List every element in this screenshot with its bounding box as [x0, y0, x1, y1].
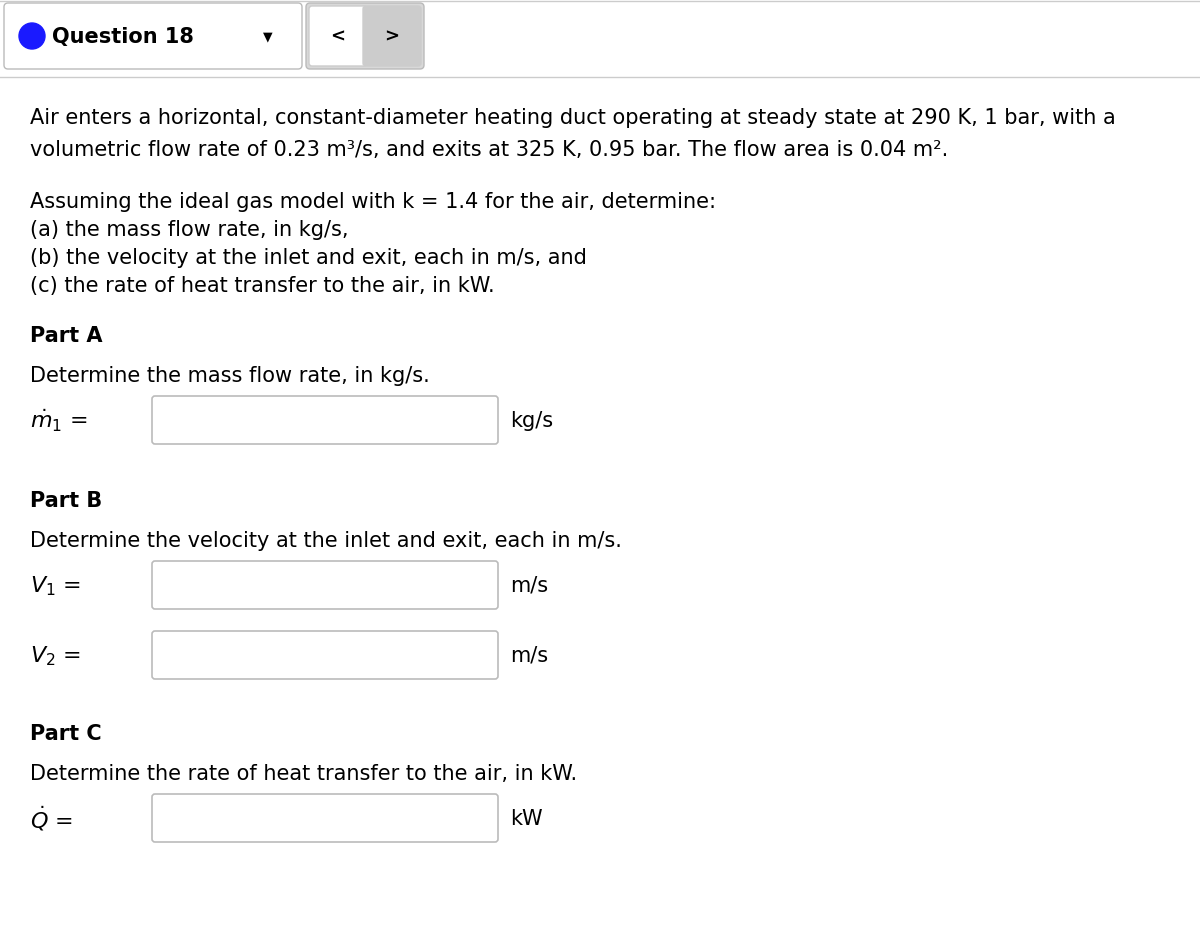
Text: Air enters a horizontal, constant-diameter heating duct operating at steady stat: Air enters a horizontal, constant-diamet… [30, 108, 1116, 128]
Text: volumetric flow rate of 0.23 m³/s, and exits at 325 K, 0.95 bar. The flow area i: volumetric flow rate of 0.23 m³/s, and e… [30, 140, 948, 160]
Text: Determine the rate of heat transfer to the air, in kW.: Determine the rate of heat transfer to t… [30, 764, 577, 783]
Text: >: > [384, 28, 400, 46]
Text: Assuming the ideal gas model with k = 1.4 for the air, determine:: Assuming the ideal gas model with k = 1.… [30, 191, 716, 211]
Text: $\dot{m}_1$ =: $\dot{m}_1$ = [30, 407, 88, 434]
FancyBboxPatch shape [152, 631, 498, 680]
Text: (c) the rate of heat transfer to the air, in kW.: (c) the rate of heat transfer to the air… [30, 276, 494, 296]
Text: m/s: m/s [510, 645, 548, 665]
FancyBboxPatch shape [152, 562, 498, 609]
Text: Part A: Part A [30, 326, 102, 346]
FancyBboxPatch shape [152, 794, 498, 843]
Text: ▼: ▼ [263, 30, 272, 44]
FancyBboxPatch shape [310, 7, 367, 67]
Text: kW: kW [510, 808, 542, 828]
FancyBboxPatch shape [152, 397, 498, 445]
Text: $V_1$ =: $V_1$ = [30, 574, 82, 597]
Text: m/s: m/s [510, 575, 548, 595]
Text: Part B: Part B [30, 490, 102, 510]
Text: Question 18: Question 18 [52, 27, 194, 47]
FancyBboxPatch shape [4, 4, 302, 69]
FancyBboxPatch shape [364, 7, 421, 67]
Text: Determine the mass flow rate, in kg/s.: Determine the mass flow rate, in kg/s. [30, 366, 430, 386]
Text: (b) the velocity at the inlet and exit, each in m/s, and: (b) the velocity at the inlet and exit, … [30, 248, 587, 268]
Text: $V_2$ =: $V_2$ = [30, 644, 82, 667]
Text: kg/s: kg/s [510, 410, 553, 430]
Circle shape [19, 24, 46, 50]
Text: Determine the velocity at the inlet and exit, each in m/s.: Determine the velocity at the inlet and … [30, 530, 622, 550]
Text: <: < [330, 28, 346, 46]
Text: (a) the mass flow rate, in kg/s,: (a) the mass flow rate, in kg/s, [30, 220, 348, 240]
Text: Part C: Part C [30, 724, 102, 744]
FancyBboxPatch shape [306, 4, 424, 69]
Text: $\dot{Q}$ =: $\dot{Q}$ = [30, 803, 73, 833]
